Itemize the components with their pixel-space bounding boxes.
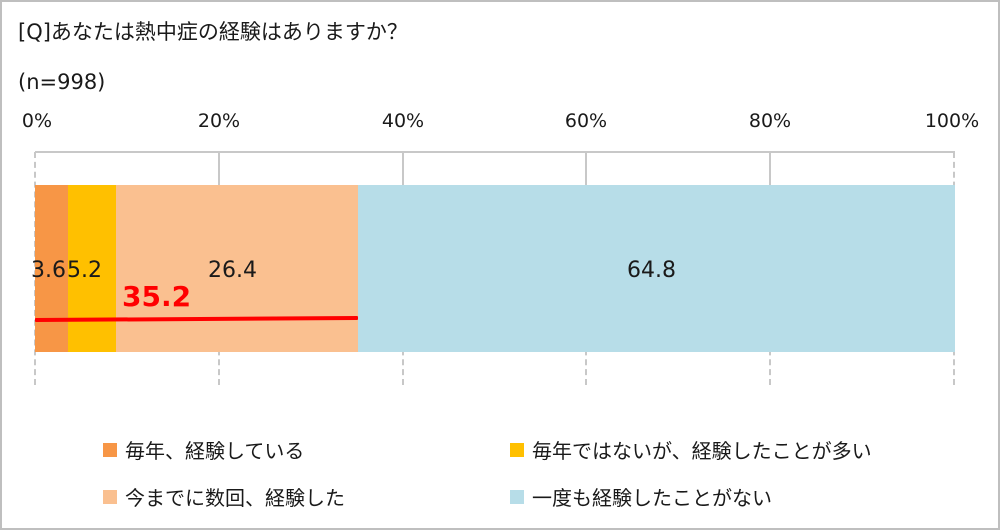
x-tick-40: 40% <box>381 110 425 132</box>
x-tick-0: 0% <box>21 110 53 132</box>
x-axis-line <box>35 151 955 153</box>
legend-swatch-icon <box>510 442 524 457</box>
legend-label: 毎年ではないが、経験したことが多い <box>532 439 872 463</box>
bar-segment-never <box>358 185 955 352</box>
legend-swatch-icon <box>103 489 117 504</box>
legend-swatch-icon <box>510 489 524 504</box>
stacked-bar <box>35 185 955 352</box>
legend-item-several-times: 今までに数回、経験した <box>103 482 345 511</box>
legend-item-never: 一度も経験したことがない <box>510 482 772 511</box>
legend-label: 一度も経験したことがない <box>532 486 772 510</box>
data-label-never: 64.8 <box>627 258 676 283</box>
x-tick-20: 20% <box>197 110 241 132</box>
x-tick-60: 60% <box>564 110 608 132</box>
x-tick-100: 100% <box>924 110 980 132</box>
legend-swatch-icon <box>103 442 117 457</box>
x-tick-80: 80% <box>748 110 792 132</box>
sample-size: (n=998) <box>18 70 106 94</box>
bar-segment-every-year <box>35 185 68 352</box>
legend-item-often: 毎年ではないが、経験したことが多い <box>510 435 872 464</box>
bar-segment-often <box>68 185 116 352</box>
chart-title: [Q]あなたは熱中症の経験はありますか？ <box>18 20 408 44</box>
legend-label: 今までに数回、経験した <box>125 486 345 510</box>
data-label-several-times: 26.4 <box>208 258 257 283</box>
legend-item-every-year: 毎年、経験している <box>103 435 304 464</box>
data-label-often: 5.2 <box>67 258 102 283</box>
legend-label: 毎年、経験している <box>125 439 305 463</box>
data-label-every-year: 3.6 <box>31 258 66 283</box>
bar-segment-several-times <box>116 185 358 352</box>
experienced-total-annotation: 35.2 <box>122 280 192 313</box>
